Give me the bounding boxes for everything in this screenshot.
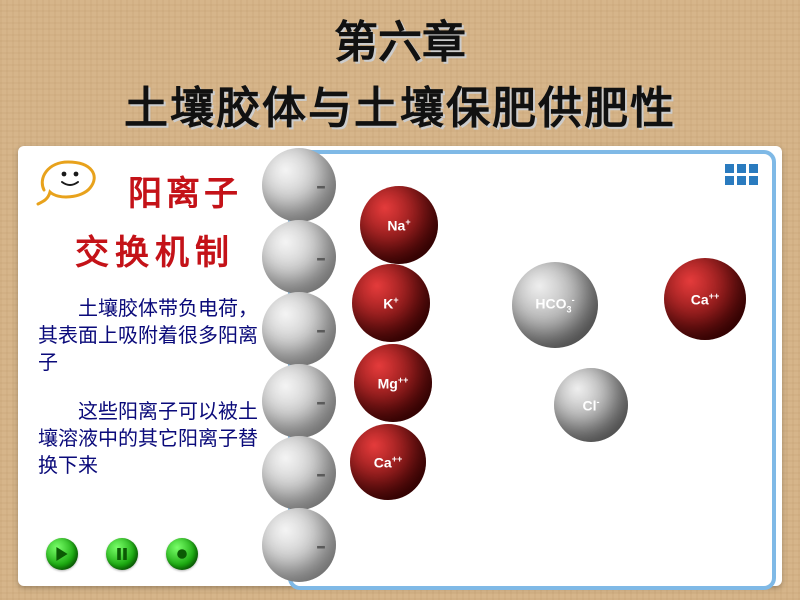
smiley-scribble-icon [36, 156, 106, 206]
ion-k: K+ [352, 264, 430, 342]
media-controls [46, 538, 198, 570]
pause-icon [116, 547, 128, 561]
ion-ca1: Ca++ [350, 424, 426, 500]
stop-button[interactable] [166, 538, 198, 570]
pause-button[interactable] [106, 538, 138, 570]
subtitle-line2: 交换机制 [38, 225, 272, 274]
ion-na: Na+ [360, 186, 438, 264]
wall-sphere: - [262, 220, 336, 294]
ion-cl: Cl- [554, 368, 628, 442]
ion-mg: Mg++ [354, 344, 432, 422]
ion-diagram: ------ Na+K+Mg++Ca++HCO3-Cl-Ca++ [288, 150, 776, 590]
play-icon [55, 547, 69, 561]
subtitle-line1: 阳离子 [128, 166, 272, 215]
ion-hco3: HCO3- [512, 262, 598, 348]
chapter-label: 第六章 [0, 0, 800, 70]
ion-ca2: Ca++ [664, 258, 746, 340]
paragraph-1: 土壤胶体带负电荷，其表面上吸附着很多阳离子 [38, 296, 272, 377]
play-button[interactable] [46, 538, 78, 570]
content-panel: 阳离子 交换机制 土壤胶体带负电荷，其表面上吸附着很多阳离子 这些阳离子可以被土… [18, 146, 782, 586]
paragraph-2: 这些阳离子可以被土壤溶液中的其它阳离子替换下来 [38, 399, 272, 480]
wall-sphere: - [262, 148, 336, 222]
left-pane: 阳离子 交换机制 土壤胶体带负电荷，其表面上吸附着很多阳离子 这些阳离子可以被土… [18, 146, 288, 586]
grid-icon[interactable] [725, 164, 758, 185]
wall-sphere: - [262, 436, 336, 510]
wall-sphere: - [262, 292, 336, 366]
wall-sphere: - [262, 508, 336, 582]
page-title: 土壤胶体与土壤保肥供肥性 [0, 72, 800, 136]
wall-sphere: - [262, 364, 336, 438]
stop-icon [176, 548, 188, 560]
